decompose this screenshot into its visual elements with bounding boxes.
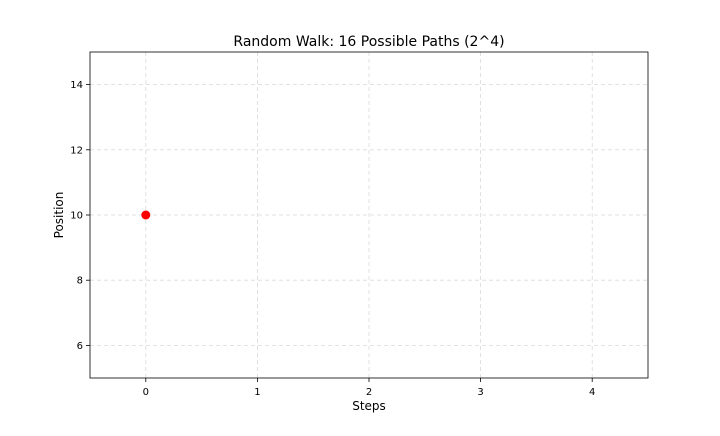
y-tick-label: 6 <box>77 341 83 352</box>
marks <box>141 210 151 220</box>
y-tick-label: 14 <box>70 80 83 91</box>
grid <box>90 52 648 378</box>
y-axis-label: Position <box>52 192 66 239</box>
x-tick-label: 2 <box>366 387 372 398</box>
y-tick-label: 8 <box>77 276 83 287</box>
x-axis-label: Steps <box>352 399 386 413</box>
x-tick-label: 4 <box>589 387 595 398</box>
x-tick-label: 1 <box>254 387 260 398</box>
y-tick-label: 10 <box>70 211 83 222</box>
data-point <box>141 210 151 220</box>
chart-title: Random Walk: 16 Possible Paths (2^4) <box>233 34 504 50</box>
x-tick-label: 3 <box>477 387 483 398</box>
y-tick-label: 12 <box>70 145 83 156</box>
x-tick-label: 0 <box>143 387 149 398</box>
